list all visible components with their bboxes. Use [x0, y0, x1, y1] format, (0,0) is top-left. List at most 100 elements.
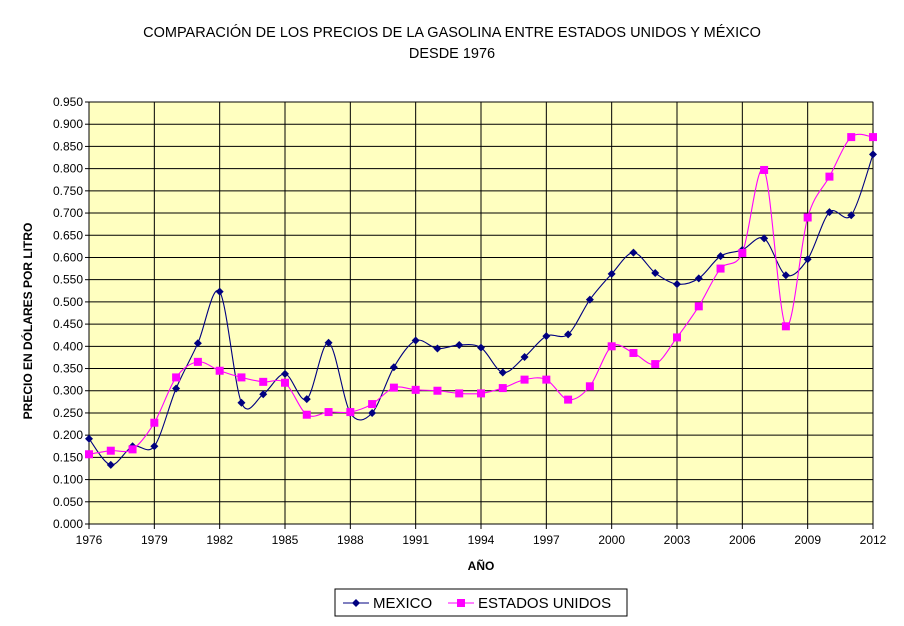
data-point-estados-unidos: [825, 172, 834, 181]
legend: MEXICO ESTADOS UNIDOS: [334, 588, 628, 617]
y-tick-label: 0.350: [53, 362, 83, 376]
data-point-mexico: [302, 395, 311, 404]
data-point-mexico: [215, 287, 224, 296]
data-point-estados-unidos: [564, 395, 573, 404]
data-point-estados-unidos: [324, 408, 333, 417]
y-tick-label: 0.550: [53, 273, 83, 287]
gridlines: [89, 101, 874, 524]
data-point-estados-unidos: [738, 249, 747, 258]
data-point-estados-unidos: [259, 377, 268, 386]
y-axis-label: PRECIO EN DÓLARES POR LITRO: [20, 223, 35, 420]
data-point-estados-unidos: [150, 418, 159, 427]
data-point-mexico: [193, 339, 202, 348]
y-tick-label: 0.650: [53, 228, 83, 242]
data-point-estados-unidos: [411, 385, 420, 394]
y-tick-label: 0.700: [53, 206, 83, 220]
y-axis-ticks: 0.000 0.050 0.100 0.150 0.200 0.250 0.300 0.350…: [53, 95, 89, 531]
legend-item-estados-unidos: ESTADOS UNIDOS: [448, 595, 611, 612]
y-tick-label: 0.750: [53, 184, 83, 198]
data-point-estados-unidos: [673, 333, 681, 342]
y-tick-label: 0.100: [53, 473, 83, 487]
data-point-estados-unidos: [498, 384, 507, 393]
series-layer: [85, 133, 877, 469]
x-tick-label: 2012: [860, 533, 887, 547]
data-point-mexico: [564, 330, 573, 339]
x-tick-label: 1988: [337, 533, 364, 547]
data-point-estados-unidos: [128, 445, 137, 454]
data-point-estados-unidos: [760, 165, 769, 174]
x-tick-label: 2000: [598, 533, 625, 547]
y-tick-label: 0.950: [53, 95, 83, 109]
data-point-mexico: [106, 460, 115, 469]
data-point-mexico: [324, 338, 333, 347]
data-point-mexico: [694, 274, 703, 283]
legend-item-mexico: MEXICO: [343, 595, 432, 612]
y-tick-label: 0.450: [53, 317, 83, 331]
chart-title: COMPARACIÓN DE LOS PRECIOS DE LA GASOLIN…: [143, 24, 761, 41]
x-tick-label: 2003: [664, 533, 691, 547]
data-point-estados-unidos: [302, 410, 311, 419]
x-tick-label: 1976: [76, 533, 103, 547]
data-point-estados-unidos: [585, 382, 594, 391]
y-tick-label: 0.300: [53, 384, 83, 398]
x-axis-label: AÑO: [468, 558, 495, 573]
data-point-mexico: [607, 269, 616, 278]
data-point-estados-unidos: [281, 378, 289, 387]
data-point-mexico: [651, 269, 660, 278]
chart-subtitle: DESDE 1976: [409, 46, 495, 62]
x-tick-label: 1991: [402, 533, 429, 547]
data-point-mexico: [869, 150, 877, 159]
legend-mexico-marker: [352, 599, 360, 607]
data-point-mexico: [259, 390, 268, 399]
y-tick-label: 0.600: [53, 250, 83, 264]
data-point-mexico: [477, 343, 485, 352]
data-point-estados-unidos: [869, 133, 877, 142]
y-tick-label: 0.800: [53, 162, 83, 176]
y-tick-label: 0.250: [53, 406, 83, 420]
data-point-estados-unidos: [193, 357, 202, 366]
data-point-estados-unidos: [716, 264, 725, 273]
data-point-mexico: [585, 295, 594, 304]
data-point-mexico: [781, 271, 790, 280]
data-point-mexico: [825, 208, 834, 217]
data-point-mexico: [281, 369, 289, 378]
x-tick-label: 2009: [794, 533, 821, 547]
data-point-estados-unidos: [237, 373, 246, 382]
data-point-mexico: [760, 234, 769, 243]
y-tick-label: 0.200: [53, 428, 83, 442]
data-point-mexico: [716, 252, 725, 261]
data-point-estados-unidos: [629, 348, 638, 357]
y-tick-label: 0.150: [53, 450, 83, 464]
data-point-estados-unidos: [433, 386, 442, 395]
data-point-estados-unidos: [694, 302, 703, 311]
data-point-mexico: [150, 442, 159, 451]
y-tick-label: 0.000: [53, 517, 83, 531]
data-point-mexico: [411, 336, 420, 345]
y-tick-label: 0.850: [53, 139, 83, 153]
data-point-estados-unidos: [215, 366, 224, 375]
data-point-estados-unidos: [85, 450, 93, 459]
y-tick-label: 0.400: [53, 339, 83, 353]
data-point-mexico: [237, 398, 246, 407]
data-point-estados-unidos: [368, 400, 377, 409]
data-point-estados-unidos: [651, 360, 660, 369]
data-point-estados-unidos: [106, 446, 115, 455]
x-tick-label: 1994: [468, 533, 495, 547]
data-point-mexico: [803, 255, 812, 264]
data-point-mexico: [673, 280, 681, 289]
data-point-estados-unidos: [847, 133, 856, 142]
data-point-estados-unidos: [455, 389, 464, 398]
y-tick-label: 0.500: [53, 295, 83, 309]
data-point-mexico: [520, 352, 529, 361]
y-tick-label: 0.900: [53, 117, 83, 131]
x-tick-label: 1997: [533, 533, 560, 547]
data-point-mexico: [455, 340, 464, 349]
data-point-estados-unidos: [477, 389, 485, 398]
data-point-mexico: [542, 332, 551, 341]
data-point-estados-unidos: [520, 375, 529, 384]
data-point-estados-unidos: [389, 383, 398, 392]
y-tick-label: 0.050: [53, 495, 83, 509]
data-point-mexico: [433, 344, 442, 353]
data-point-estados-unidos: [346, 408, 355, 417]
